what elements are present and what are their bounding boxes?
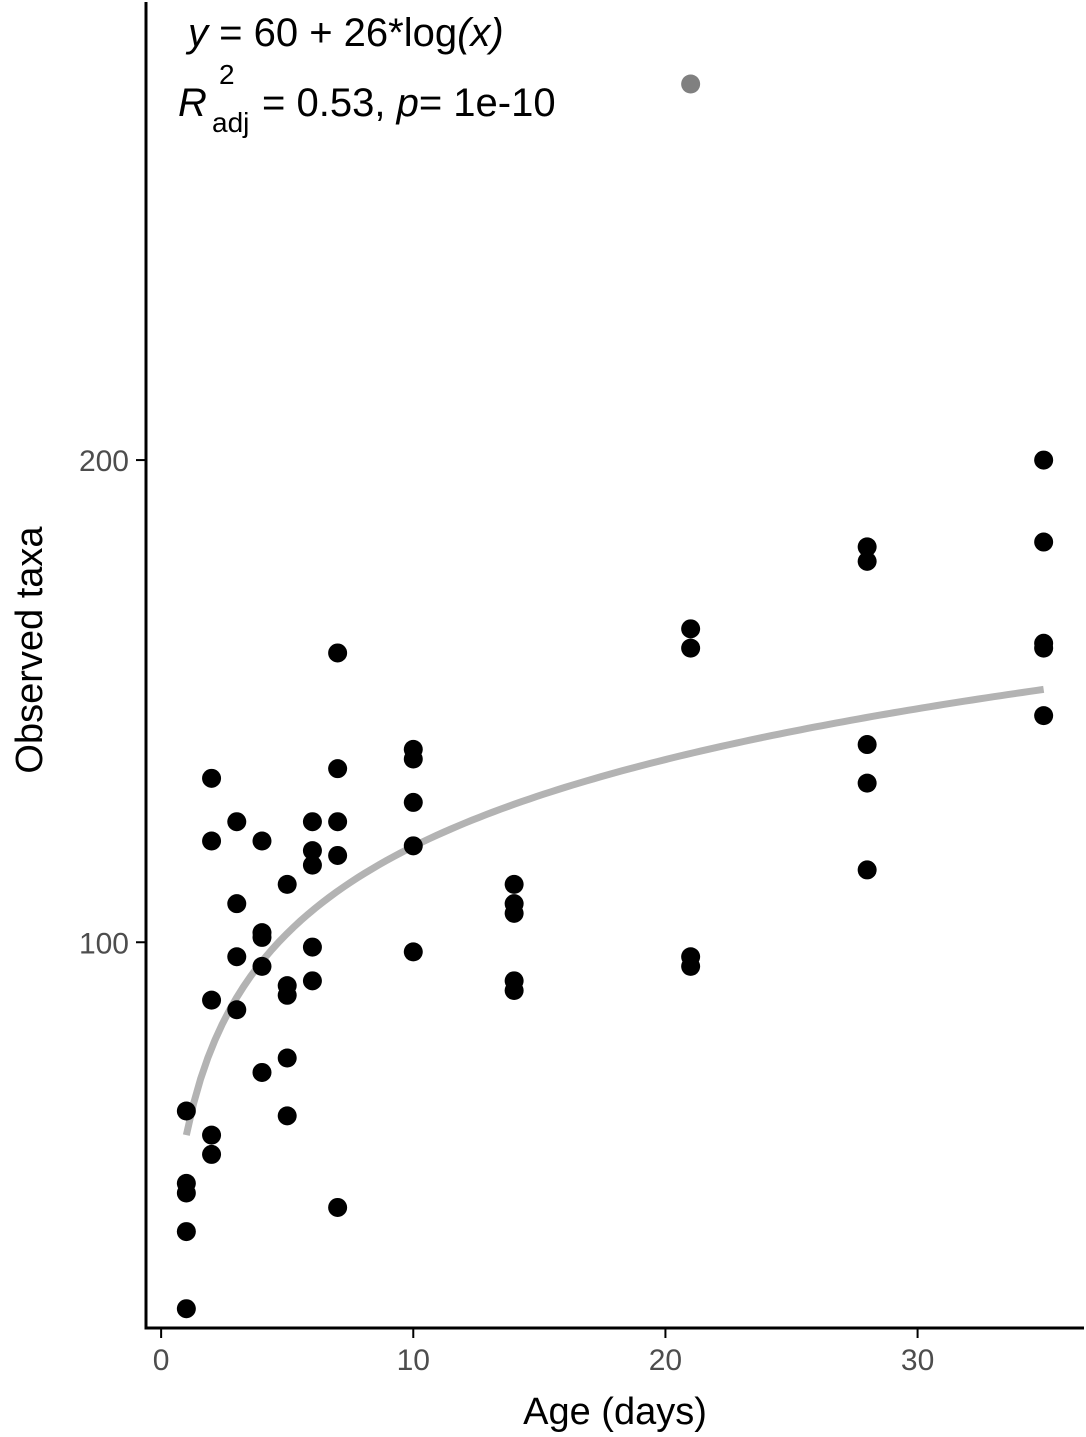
data-point [202, 990, 222, 1010]
data-point [681, 956, 701, 976]
equation-body: = 60 + 26*log [208, 11, 457, 55]
data-point [403, 749, 423, 769]
equation-y: y [185, 11, 211, 55]
data-point [202, 831, 222, 851]
r-squared-line: = 0.53, p= 1e-10 [262, 81, 556, 125]
data-point [328, 1197, 348, 1217]
r-squared-subscript: adj [212, 107, 249, 138]
data-point [176, 1299, 196, 1319]
data-point [252, 956, 272, 976]
data-point [277, 874, 297, 894]
y-tick-label: 200 [79, 445, 129, 478]
data-point [277, 1048, 297, 1068]
data-point [302, 855, 322, 875]
r-squared-symbol: R [178, 81, 207, 125]
data-point [403, 836, 423, 856]
data-point [403, 942, 423, 962]
data-point [202, 1144, 222, 1164]
x-axis-title: Age (days) [523, 1391, 707, 1433]
data-point [504, 980, 524, 1000]
data-point [252, 927, 272, 947]
regression-annotation: y = 60 + 26*log(x) R 2 adj = 0.53, p= 1e… [178, 11, 556, 138]
data-point [857, 860, 877, 880]
y-tick-label: 100 [79, 927, 129, 960]
outlier-point [681, 74, 701, 94]
ticks: 0 10 20 30 100 200 [79, 445, 934, 1377]
y-axis-title: Observed taxa [9, 526, 51, 774]
p-symbol: p [396, 81, 419, 125]
equation-text: y = 60 + 26*log(x) [185, 11, 504, 55]
points-layer [176, 74, 1054, 1319]
data-point [202, 1125, 222, 1145]
equation-x: (x) [457, 11, 504, 55]
x-tick-label: 20 [649, 1344, 682, 1377]
data-point [302, 937, 322, 957]
fit-line [182, 685, 1045, 1136]
data-point [857, 735, 877, 755]
data-point [176, 1101, 196, 1121]
data-point [1034, 706, 1054, 726]
data-point [227, 947, 247, 967]
data-point [328, 643, 348, 663]
x-tick-label: 30 [901, 1344, 934, 1377]
data-point [857, 773, 877, 793]
data-point [176, 1183, 196, 1203]
x-tick-label: 10 [397, 1344, 430, 1377]
data-point [277, 985, 297, 1005]
data-point [302, 812, 322, 832]
r-squared-value: = 0.53, [262, 81, 397, 125]
x-tick-label: 0 [153, 1344, 170, 1377]
data-point [857, 551, 877, 571]
data-point [202, 768, 222, 788]
data-point [1034, 638, 1054, 658]
data-point [504, 874, 524, 894]
data-point [403, 792, 423, 812]
data-point [302, 971, 322, 991]
data-point [277, 1106, 297, 1126]
data-point [227, 894, 247, 914]
data-point [681, 638, 701, 658]
fit-layer [182, 685, 1045, 1136]
axes [144, 2, 1084, 1330]
data-point [227, 1000, 247, 1020]
p-value: = 1e-10 [419, 81, 556, 125]
data-point [857, 537, 877, 557]
data-point [328, 845, 348, 865]
data-point [681, 619, 701, 639]
data-point [252, 1062, 272, 1082]
r-squared-superscript: 2 [219, 59, 235, 90]
data-point [328, 812, 348, 832]
data-point [227, 812, 247, 832]
data-point [176, 1222, 196, 1242]
data-point [302, 841, 322, 861]
data-point [1034, 532, 1054, 552]
data-point [1034, 450, 1054, 470]
data-point [252, 831, 272, 851]
data-point [504, 903, 524, 923]
data-point [328, 759, 348, 779]
